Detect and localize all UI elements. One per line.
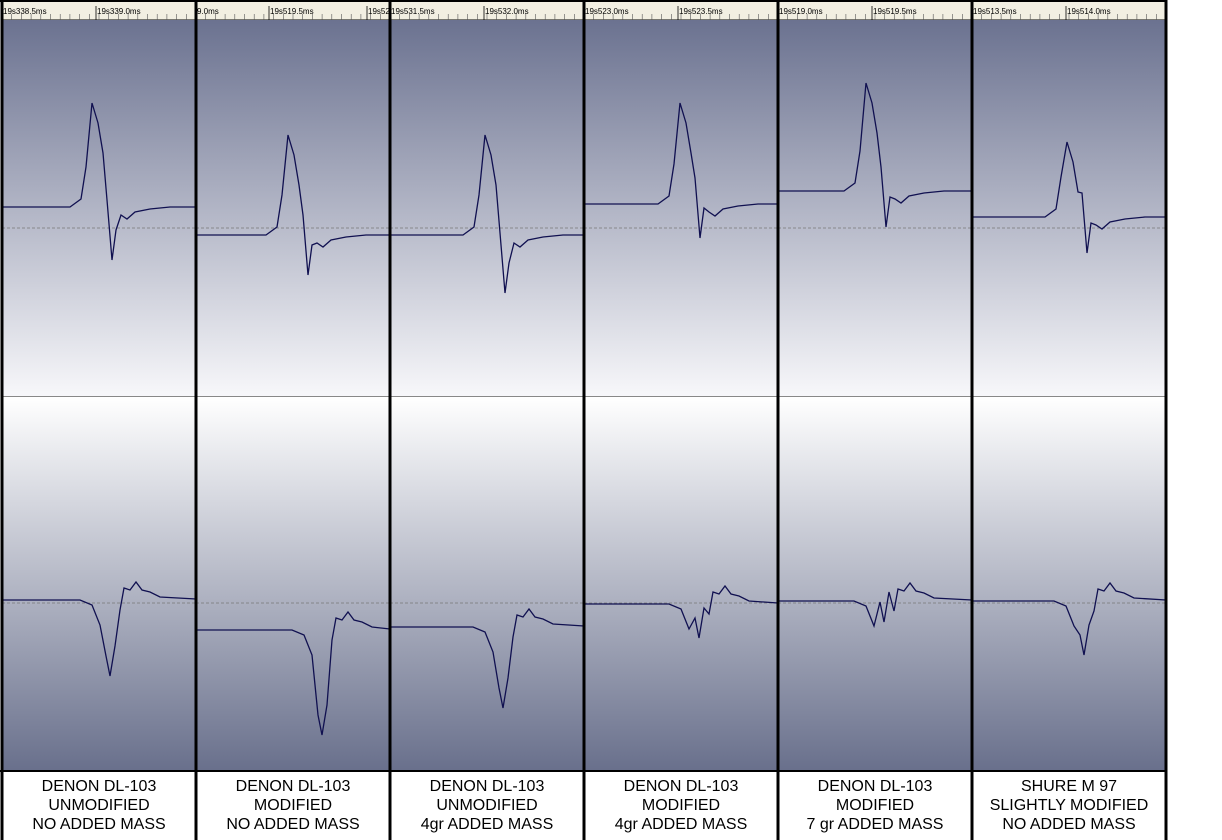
caption-line: 7 gr ADDED MASS (807, 816, 944, 833)
caption-line: NO ADDED MASS (32, 816, 165, 833)
caption-line: UNMODIFIED (48, 797, 149, 814)
caption-line: DENON DL-103 (236, 778, 351, 795)
channel-bottom (584, 397, 778, 770)
caption-box (584, 771, 778, 840)
channel-bottom (390, 397, 584, 770)
ruler-label: 19s523.0ms (585, 7, 629, 16)
channel-top (972, 20, 1166, 396)
channel-bottom (972, 397, 1166, 770)
panel: 19s523.0ms 19s523.5ms DENON DL-103 MODIFIED… (582, 0, 779, 840)
caption-box (390, 771, 584, 840)
caption-line: MODIFIED (254, 797, 332, 814)
ruler-label: 19s519.5ms (873, 7, 917, 16)
caption-line: DENON DL-103 (430, 778, 545, 795)
caption-box (778, 771, 972, 840)
caption-line: DENON DL-103 (624, 778, 739, 795)
caption-line: DENON DL-103 (818, 778, 933, 795)
caption-line: NO ADDED MASS (226, 816, 359, 833)
ruler-label: 9.0ms (197, 7, 219, 16)
caption-box (972, 771, 1166, 840)
ruler-label: 19s339.0ms (97, 7, 141, 16)
channel-top (778, 20, 972, 396)
caption-line: NO ADDED MASS (1002, 816, 1135, 833)
caption-box (196, 771, 390, 840)
waveform (2, 102, 196, 261)
panel: 9.0ms 19s519.5ms 19s52 DENON DL-103 MODIFIED… (194, 0, 391, 840)
ruler-label: 19s531.5ms (391, 7, 435, 16)
ruler-label: 19s523.5ms (679, 7, 723, 16)
ruler-label: 19s338.5ms (3, 7, 47, 16)
caption-line: SLIGHTLY MODIFIED (990, 797, 1149, 814)
ruler-label: 19s514.0ms (1067, 7, 1111, 16)
caption-line: 4gr ADDED MASS (421, 816, 553, 833)
caption-line: MODIFIED (836, 797, 914, 814)
panel: 19s513.5ms 19s514.0ms SHURE M 97 SLIGHTLY M… (970, 0, 1167, 840)
waveform (196, 610, 391, 736)
channel-bottom (2, 397, 196, 770)
waveform (972, 581, 1167, 656)
waveform (778, 581, 973, 629)
panel: 19s519.0ms 19s519.5ms DENON DL-103 MODIFIED… (776, 0, 973, 840)
caption-box (2, 771, 196, 840)
waveform (972, 141, 1166, 254)
caption-line: 4gr ADDED MASS (615, 816, 747, 833)
waveform (778, 82, 972, 228)
caption-line: SHURE M 97 (1021, 778, 1117, 795)
waveform (196, 134, 390, 276)
waveform (2, 580, 197, 677)
waveform (390, 607, 585, 709)
channel-top (584, 20, 778, 396)
waveform (584, 102, 778, 239)
channel-bottom (196, 397, 390, 770)
waveform (390, 134, 584, 294)
ruler-label: 19s519.5ms (270, 7, 314, 16)
ruler-label: 19s52 (368, 7, 390, 16)
caption-line: MODIFIED (642, 797, 720, 814)
ruler-label: 19s532.0ms (485, 7, 529, 16)
caption-line: DENON DL-103 (42, 778, 157, 795)
ruler-label: 19s519.0ms (779, 7, 823, 16)
panel: 19s531.5ms 19s532.0ms DENON DL-103 UNMODIFI… (388, 0, 585, 840)
channel-top (2, 20, 196, 396)
channel-bottom (778, 397, 972, 770)
ruler-label: 19s513.5ms (973, 7, 1017, 16)
caption-line: UNMODIFIED (436, 797, 537, 814)
channel-top (196, 20, 390, 396)
waveform (584, 584, 779, 639)
panel: 19s338.5ms 19s339.0ms DENON DL-103 UNMODIFI… (0, 0, 197, 840)
channel-top (390, 20, 584, 396)
